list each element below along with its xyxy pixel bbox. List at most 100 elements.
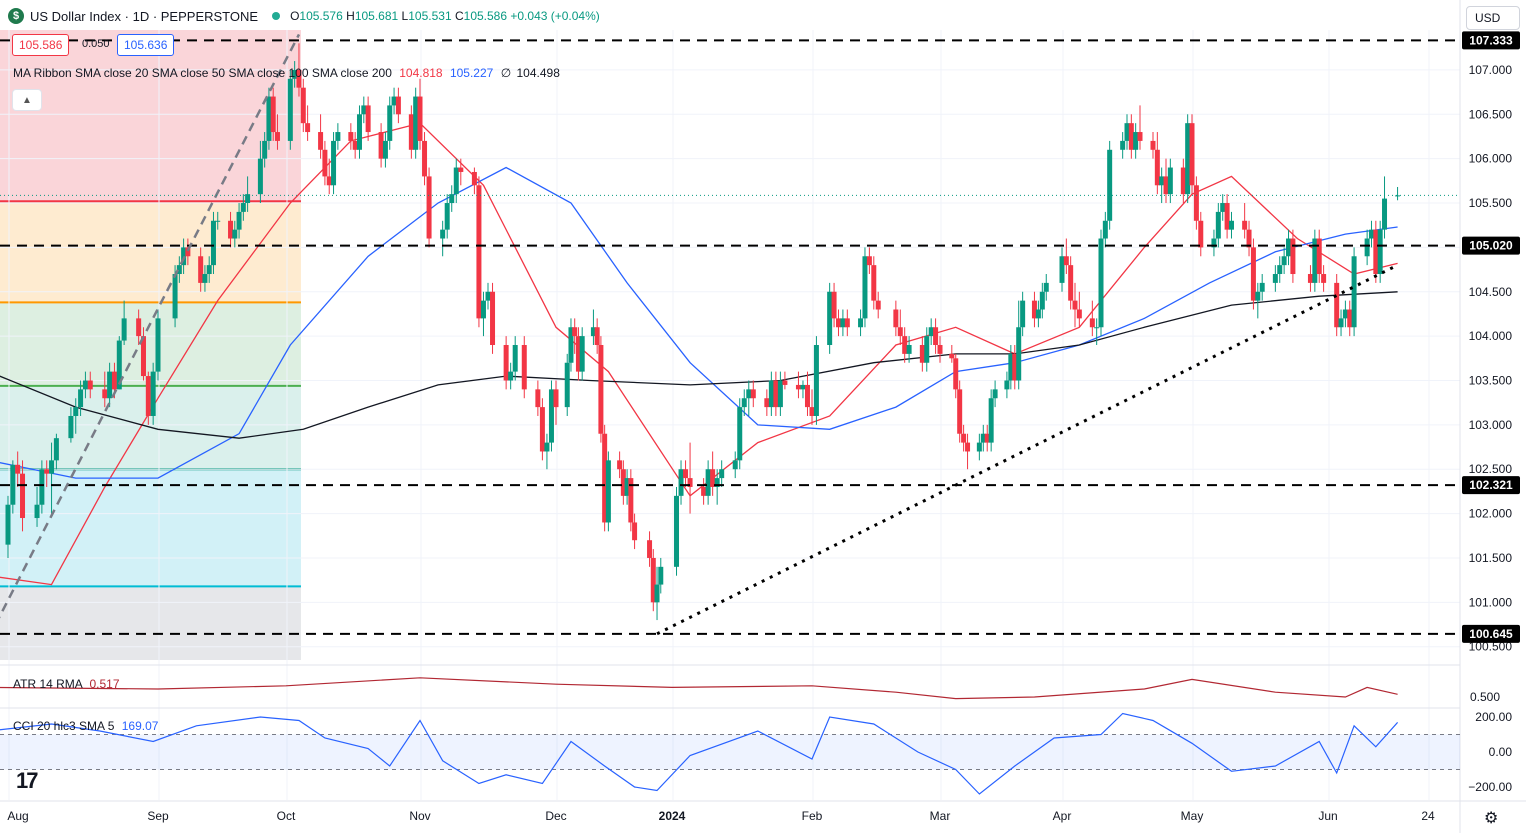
candle-body (1193, 185, 1199, 221)
candle-body (352, 140, 358, 150)
cci-legend[interactable]: CCI 20 hlc3 SMA 5 169.07 (13, 719, 159, 733)
candle-body (1377, 229, 1383, 275)
candle-body (172, 274, 178, 319)
candle-body (809, 407, 815, 416)
price-axis[interactable]: 107.000106.500106.000105.500105.000104.5… (1462, 31, 1520, 654)
candle-body (348, 132, 354, 141)
candle-body (1347, 309, 1353, 328)
candle-body (1228, 220, 1234, 230)
candle-body (1180, 167, 1186, 195)
candle-body (988, 398, 994, 443)
candle-body (176, 265, 182, 275)
candle-body (413, 96, 419, 150)
gear-icon[interactable]: ⚙ (1484, 810, 1499, 827)
candle-body (20, 473, 26, 519)
candle-body (624, 478, 630, 496)
currency-selector[interactable]: USD (1466, 6, 1520, 30)
candle-body (326, 176, 332, 186)
candle-body (1316, 238, 1322, 275)
candle-body (521, 345, 527, 390)
candle-body (1259, 282, 1265, 292)
sma20-value: 104.818 (399, 66, 443, 80)
time-tick-label: Aug (7, 809, 28, 823)
candle-body (1133, 132, 1139, 150)
candle-body (1039, 291, 1045, 310)
candle-body (1215, 211, 1221, 239)
candle-body (490, 291, 496, 345)
bid-button[interactable]: 105.586 (12, 34, 70, 56)
candle-body (654, 584, 660, 603)
candle-body (782, 380, 788, 385)
candle-body (768, 380, 774, 408)
high-value: 105.681 (354, 9, 399, 23)
candle-body (1364, 238, 1370, 257)
candle-body (683, 469, 689, 479)
candle-body (1004, 380, 1010, 390)
candles[interactable] (0, 43, 1401, 621)
chart-title[interactable]: US Dollar Index · 1D · PEPPERSTONE (30, 8, 259, 24)
tradingview-logo[interactable]: 17 (16, 768, 39, 793)
candle-body (471, 171, 477, 186)
cci-band (0, 734, 1460, 770)
candle-body (1107, 149, 1113, 221)
candle-body (732, 460, 738, 470)
candle-body (893, 309, 899, 328)
candle-body (579, 336, 585, 372)
candle-body (378, 132, 384, 159)
candle-body (961, 433, 967, 443)
candle-body (1281, 256, 1287, 266)
candle-body (1167, 167, 1173, 195)
candle-body (1307, 274, 1313, 283)
ohlc-readout: O105.576 H105.681 L105.531 C105.586 +0.0… (290, 9, 600, 23)
ma-ribbon-legend[interactable]: MA Ribbon SMA close 20 SMA close 50 SMA … (13, 66, 560, 80)
candle-body (795, 384, 801, 390)
price-level-tag (1462, 31, 1520, 50)
collapse-legend-button[interactable]: ▲ (12, 89, 42, 111)
ma-ribbon-label: MA Ribbon SMA close 20 SMA close 50 SMA … (13, 66, 392, 80)
candle-body (1063, 256, 1069, 266)
drawings[interactable] (0, 33, 1460, 637)
candle-body (590, 327, 596, 337)
candle-body (844, 318, 850, 328)
atr-legend[interactable]: ATR 14 RMA 0.517 (13, 677, 120, 691)
atr-line (0, 677, 1398, 700)
candle-body (924, 336, 930, 363)
close-value: 105.586 (463, 9, 508, 23)
open-value: 105.576 (299, 9, 343, 23)
candle-body (919, 345, 925, 363)
candle-body (395, 96, 401, 115)
candle-body (202, 274, 208, 283)
candle-body (116, 340, 122, 390)
candle-body (1395, 195, 1401, 197)
candle-body (647, 540, 653, 558)
candle-body (1351, 256, 1357, 328)
price-tick-label: 103.000 (1469, 418, 1513, 432)
candle-body (206, 265, 212, 275)
time-axis[interactable]: Aug Sep Oct Nov Dec 2024 Feb Mar Apr May Jun 24 (7, 809, 1435, 823)
candle-body (984, 433, 990, 443)
candle-body (858, 318, 864, 328)
cci-axis-label: −200.00 (1468, 780, 1512, 794)
candle-body (44, 469, 50, 474)
candle-body (1286, 238, 1292, 257)
candle-body (813, 345, 819, 416)
candle-body (49, 460, 55, 474)
cci-axis-label: 200.00 (1475, 710, 1512, 724)
candle-body (1250, 247, 1256, 301)
candle-body (1334, 282, 1340, 328)
candle-body (296, 69, 302, 88)
price-tick-label: 106.500 (1469, 107, 1513, 121)
fib-background (0, 30, 301, 660)
price-tick-label: 101.500 (1469, 551, 1513, 565)
candle-body (1016, 327, 1022, 381)
candle-body (953, 358, 959, 390)
candle-body (800, 384, 806, 390)
candle-body (480, 300, 486, 319)
ask-button[interactable]: 105.636 (117, 34, 175, 56)
atr-value: 0.517 (89, 677, 120, 691)
candle-body (422, 140, 428, 177)
candle-body (87, 380, 93, 390)
candle-body (827, 291, 833, 345)
candle-body (440, 229, 446, 239)
